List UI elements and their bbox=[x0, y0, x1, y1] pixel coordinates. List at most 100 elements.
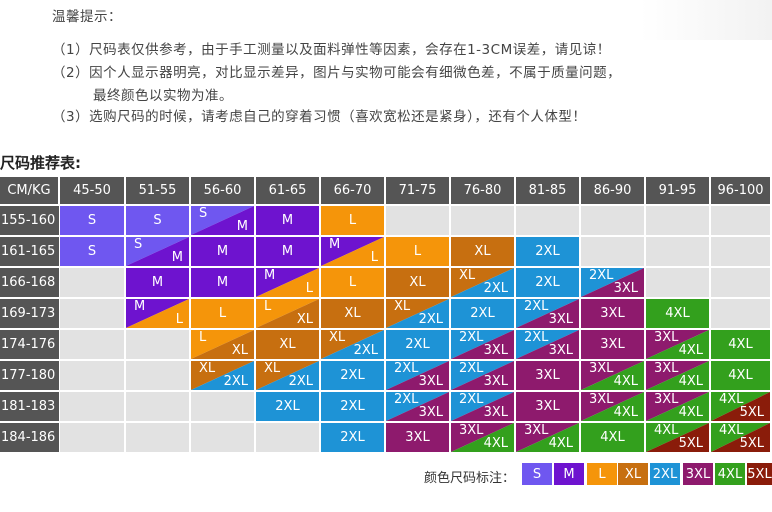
size-cell bbox=[60, 299, 124, 328]
lower-size-label: 4XL bbox=[678, 405, 703, 420]
lower-size-area bbox=[386, 299, 449, 328]
lower-size-label: XL bbox=[231, 343, 248, 358]
size-cell: M bbox=[256, 206, 319, 235]
size-cell: 3XL bbox=[581, 330, 644, 359]
size-label: 3XL bbox=[600, 305, 625, 321]
upper-size-label: 2XL bbox=[459, 361, 484, 376]
lower-size-label: 4XL bbox=[678, 343, 703, 358]
size-cell bbox=[60, 268, 124, 297]
lower-size-area bbox=[451, 330, 514, 359]
upper-size-label: L bbox=[199, 330, 207, 345]
upper-size-label: 2XL bbox=[524, 299, 549, 314]
size-label: 4XL bbox=[728, 336, 753, 352]
diagonal-split bbox=[126, 237, 189, 266]
size-cell: 3XL 4XL bbox=[581, 361, 644, 390]
size-label: XL bbox=[344, 305, 361, 321]
size-label: 4XL bbox=[600, 429, 625, 445]
size-cell bbox=[256, 423, 319, 452]
size-label: S bbox=[87, 243, 97, 259]
lower-size-area bbox=[581, 361, 644, 390]
size-cell bbox=[126, 392, 189, 421]
diagonal-split bbox=[581, 392, 644, 421]
diagonal-split bbox=[386, 361, 449, 390]
lower-size-area bbox=[711, 392, 770, 421]
size-label: L bbox=[348, 274, 357, 290]
diagonal-split bbox=[321, 237, 384, 266]
diagonal-split bbox=[581, 268, 644, 297]
lower-size-area bbox=[451, 423, 514, 452]
size-cell bbox=[711, 237, 770, 266]
lower-size-label: 3XL bbox=[483, 343, 508, 358]
size-label: XL bbox=[474, 243, 491, 259]
lower-size-label: 3XL bbox=[483, 405, 508, 420]
upper-size-label: 3XL bbox=[654, 330, 679, 345]
size-cell bbox=[60, 361, 124, 390]
lower-size-area bbox=[126, 299, 189, 328]
size-label: 4XL bbox=[665, 305, 690, 321]
lower-size-area bbox=[321, 237, 384, 266]
size-cell: 2XL 3XL bbox=[386, 361, 449, 390]
lower-size-label: 2XL bbox=[483, 281, 508, 296]
size-cell: 2XL 3XL bbox=[451, 361, 514, 390]
size-cell bbox=[451, 206, 514, 235]
size-cell bbox=[60, 392, 124, 421]
size-cell: 3XL 4XL bbox=[646, 392, 709, 421]
size-cell: 2XL 3XL bbox=[386, 392, 449, 421]
diagonal-split bbox=[516, 423, 579, 452]
upper-size-label: 2XL bbox=[459, 330, 484, 345]
size-cell: 3XL bbox=[516, 392, 579, 421]
size-cell: 3XL 4XL bbox=[646, 361, 709, 390]
size-cell: L bbox=[191, 299, 254, 328]
height-header: 177-180 bbox=[0, 361, 59, 390]
upper-size-label: 4XL bbox=[654, 423, 679, 438]
size-label: 2XL bbox=[340, 367, 365, 383]
weight-header: 81-85 bbox=[516, 177, 579, 204]
size-chart-table: CM/KG 45-50 51-55 56-60 61-65 66-70 71-75 76-80… bbox=[0, 177, 772, 454]
size-cell: 2XL bbox=[386, 330, 449, 359]
diagonal-split bbox=[321, 330, 384, 359]
size-cell: 2XL 3XL bbox=[516, 330, 579, 359]
size-cell: XL bbox=[256, 330, 319, 359]
lower-size-area bbox=[516, 330, 579, 359]
lower-size-area bbox=[451, 361, 514, 390]
size-label: M bbox=[216, 274, 229, 290]
size-cell: M bbox=[126, 268, 189, 297]
size-label: 3XL bbox=[405, 429, 430, 445]
size-cell bbox=[126, 330, 189, 359]
size-label: 2XL bbox=[340, 398, 365, 414]
lower-size-label: 4XL bbox=[678, 374, 703, 389]
size-cell bbox=[646, 268, 709, 297]
tip-line-3: （3）选购尺码的时候，请考虑自己的穿着习惯（喜欢宽松还是紧身），还有个人体型！ bbox=[52, 109, 587, 125]
upper-size-label: 2XL bbox=[589, 268, 614, 283]
size-label: 2XL bbox=[470, 305, 495, 321]
upper-size-label: 4XL bbox=[719, 423, 744, 438]
size-cell: 2XL bbox=[516, 237, 579, 266]
lower-size-area bbox=[581, 392, 644, 421]
tip-line-2: （2）因个人显示器明亮，对比显示差异，图片与实物可能会有细微色差，不属于质量问题… bbox=[52, 65, 622, 81]
size-label: 2XL bbox=[535, 243, 560, 259]
upper-size-label: S bbox=[199, 206, 208, 221]
size-label: XL bbox=[409, 274, 426, 290]
size-cell: S bbox=[60, 206, 124, 235]
lower-size-label: 3XL bbox=[548, 343, 573, 358]
lower-size-area bbox=[646, 330, 709, 359]
lower-size-label: L bbox=[370, 250, 378, 265]
tips-title: 温馨提示： bbox=[52, 9, 122, 25]
diagonal-split bbox=[711, 392, 770, 421]
lower-size-label: 5XL bbox=[739, 405, 764, 420]
diagonal-split bbox=[646, 392, 709, 421]
diagonal-split bbox=[516, 299, 579, 328]
lower-size-area bbox=[516, 423, 579, 452]
size-cell bbox=[581, 206, 644, 235]
diagonal-split bbox=[191, 206, 254, 235]
weight-header: 51-55 bbox=[126, 177, 189, 204]
size-cell bbox=[646, 206, 709, 235]
lower-size-label: 2XL bbox=[223, 374, 248, 389]
lower-size-area bbox=[191, 206, 254, 235]
lower-size-label: M bbox=[171, 250, 183, 265]
size-label: L bbox=[218, 305, 227, 321]
size-cell bbox=[711, 206, 770, 235]
size-label: M bbox=[151, 274, 164, 290]
